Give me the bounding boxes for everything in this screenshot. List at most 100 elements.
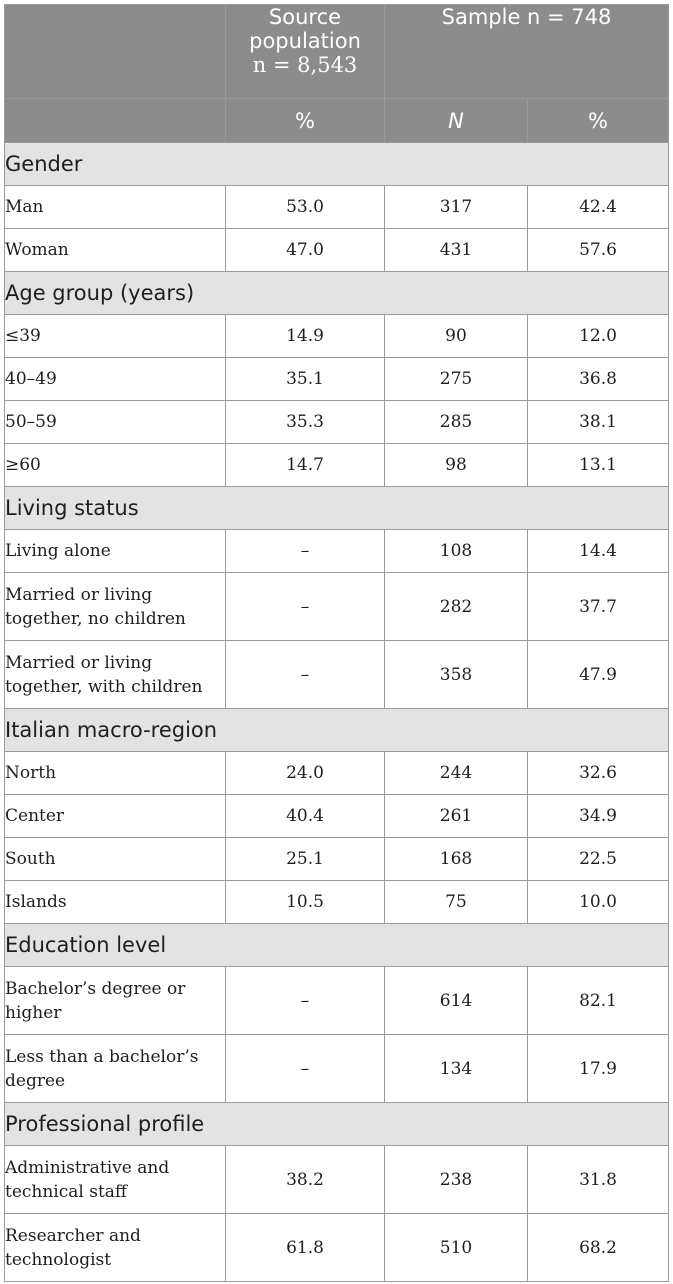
table-row: Researcher and technologist 61.8 510 68.2 [4, 1213, 670, 1282]
source-pct-cell: – [225, 640, 385, 709]
table-row: Center 40.4 261 34.9 [4, 794, 670, 838]
sample-pct-cell: 34.9 [526, 794, 670, 838]
sample-n-cell: 90 [384, 314, 528, 358]
sample-n-cell: 510 [384, 1213, 528, 1282]
sample-n-cell: 134 [384, 1034, 528, 1103]
source-pct-cell: – [225, 966, 385, 1035]
table-row: ≥60 14.7 98 13.1 [4, 443, 670, 487]
source-header-line-1: Source [268, 5, 342, 30]
sample-n-cell: 75 [384, 880, 528, 924]
row-label: 40–49 [4, 357, 226, 401]
group-row: Age group (years) [3, 271, 670, 315]
table-row: 50–59 35.3 285 38.1 [4, 400, 670, 444]
source-pct-cell: 14.7 [225, 443, 385, 487]
sample-n-cell: 431 [384, 228, 528, 272]
table-row: South 25.1 168 22.5 [4, 837, 670, 881]
table-row: Administrative and technical staff 38.2 23… [4, 1145, 670, 1214]
source-pct-cell: 53.0 [225, 185, 385, 229]
table-row: Islands 10.5 75 10.0 [4, 880, 670, 924]
group-title: Living status [3, 486, 670, 530]
source-pct-cell: – [225, 529, 385, 573]
source-pct-cell: – [225, 1034, 385, 1103]
sample-n-cell: 317 [384, 185, 528, 229]
group-row: Education level [3, 923, 670, 967]
group-row: Living status [3, 486, 670, 530]
sample-n-cell: 261 [384, 794, 528, 838]
source-pct-cell: 47.0 [225, 228, 385, 272]
sample-header: Sample n = 748 [383, 4, 670, 99]
sample-n-cell: 238 [384, 1145, 528, 1214]
group-title: Age group (years) [3, 271, 670, 315]
source-pct-cell: 35.3 [225, 400, 385, 444]
row-label: ≥60 [4, 443, 226, 487]
sample-pct-cell: 17.9 [526, 1034, 670, 1103]
sample-pct-cell: 22.5 [526, 837, 670, 881]
table-row: Man 53.0 317 42.4 [4, 185, 670, 229]
row-label: Bachelor’s degree or higher [4, 966, 226, 1035]
table-body: Gender Man 53.0 317 42.4 Woman 47.0 431 57.6 Age … [3, 142, 670, 1282]
group-title: Italian macro-region [3, 708, 670, 752]
source-header-line-3: n = 8,543 [252, 53, 358, 77]
group-row: Professional profile [3, 1102, 670, 1146]
sample-pct-cell: 13.1 [526, 443, 670, 487]
table-row: 40–49 35.1 275 36.8 [4, 357, 670, 401]
sample-pct-cell: 37.7 [526, 572, 670, 641]
sample-n-cell: 282 [384, 572, 528, 641]
subheader-row: % N % [4, 98, 670, 143]
group-row: Gender [3, 142, 670, 186]
sample-pct-cell: 32.6 [526, 751, 670, 795]
sample-pct-cell: 42.4 [526, 185, 670, 229]
row-label: Man [4, 185, 226, 229]
sample-pct-cell: 57.6 [526, 228, 670, 272]
group-title: Education level [3, 923, 670, 967]
sample-n-cell: 358 [384, 640, 528, 709]
table-row: Married or living together, no children –… [4, 572, 670, 641]
header-row: Source population n = 8,543 Sample n = 7… [4, 4, 670, 99]
source-pct-cell: – [225, 572, 385, 641]
source-pct-cell: 10.5 [225, 880, 385, 924]
sample-pct-cell: 36.8 [526, 357, 670, 401]
row-label: Islands [4, 880, 226, 924]
sample-pct-cell: 14.4 [526, 529, 670, 573]
sample-n-cell: 98 [384, 443, 528, 487]
row-label: Center [4, 794, 226, 838]
table-row: Married or living together, with childre… [4, 640, 670, 709]
subheader-pct: % [526, 98, 670, 143]
row-label: Married or living together, with childre… [4, 640, 226, 709]
row-label: North [4, 751, 226, 795]
table-row: Woman 47.0 431 57.6 [4, 228, 670, 272]
subheader-source-pct: % [225, 98, 385, 143]
sample-pct-cell: 12.0 [526, 314, 670, 358]
sample-n-cell: 275 [384, 357, 528, 401]
source-pct-cell: 38.2 [225, 1145, 385, 1214]
sample-n-cell: 285 [384, 400, 528, 444]
row-label: Married or living together, no children [4, 572, 226, 641]
row-label: 50–59 [4, 400, 226, 444]
header-empty-cell [4, 4, 226, 99]
sample-header-label: Sample n = 748 [441, 5, 612, 30]
sample-n-cell: 108 [384, 529, 528, 573]
source-pct-cell: 14.9 [225, 314, 385, 358]
table-row: Less than a bachelor’s degree –134 17.9 [4, 1034, 670, 1103]
sample-pct-cell: 31.8 [526, 1145, 670, 1214]
group-title: Gender [3, 142, 670, 186]
sample-n-cell: 244 [384, 751, 528, 795]
source-header-line-2: population [249, 29, 361, 53]
subheader-empty-cell [4, 98, 226, 143]
row-label: ≤39 [4, 314, 226, 358]
source-population-header: Source population n = 8,543 [225, 4, 385, 99]
source-pct-cell: 25.1 [225, 837, 385, 881]
table-row: Living alone –108 14.4 [4, 529, 670, 573]
sample-pct-cell: 47.9 [526, 640, 670, 709]
row-label: Researcher and technologist [4, 1213, 226, 1282]
sample-pct-cell: 38.1 [526, 400, 670, 444]
demographics-table: Source population n = 8,543 Sample n = 7… [3, 4, 670, 1282]
table-row: ≤39 14.9 90 12.0 [4, 314, 670, 358]
table-row: North 24.0 244 32.6 [4, 751, 670, 795]
sample-pct-cell: 68.2 [526, 1213, 670, 1282]
sample-n-cell: 168 [384, 837, 528, 881]
group-row: Italian macro-region [3, 708, 670, 752]
subheader-n: N [384, 98, 528, 143]
source-pct-cell: 40.4 [225, 794, 385, 838]
source-pct-cell: 61.8 [225, 1213, 385, 1282]
